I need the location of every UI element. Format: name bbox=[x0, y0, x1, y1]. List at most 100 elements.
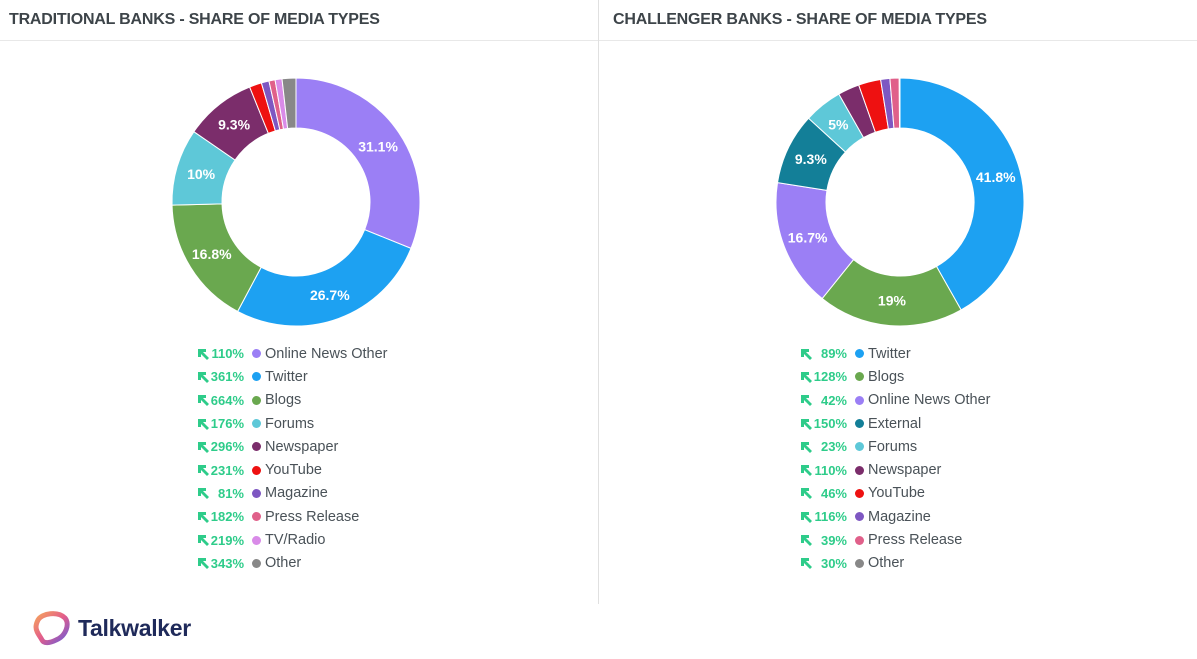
legend-item[interactable]: 219% TV/Radio bbox=[196, 528, 388, 551]
legend-change-value: 343% bbox=[210, 555, 244, 571]
legend-label: Press Release bbox=[868, 532, 963, 549]
donut-slice-online-news-other[interactable] bbox=[295, 77, 421, 250]
legend-change-value: 150% bbox=[813, 416, 847, 432]
arrow-up-left-icon bbox=[801, 488, 812, 500]
legend-change-value: 89% bbox=[820, 346, 847, 362]
legend-label: Magazine bbox=[265, 485, 328, 502]
legend-item[interactable]: 296% Newspaper bbox=[196, 435, 388, 458]
legend-change-value: 110% bbox=[814, 462, 847, 478]
legend-change-value: 46% bbox=[820, 485, 847, 501]
challenger-banks-panel: CHALLENGER BANKS - SHARE OF MEDIA TYPES … bbox=[599, 0, 1197, 604]
chart-legend: 89% Twitter 128% Blogs 42% Online News Other 1… bbox=[799, 342, 991, 575]
legend-color-dot bbox=[855, 512, 864, 522]
legend-item[interactable]: 46% YouTube bbox=[799, 482, 991, 505]
legend-color-dot bbox=[855, 419, 864, 429]
donut-chart-traditional: 31.1% 26.7% 16.8% 10% 9.3% bbox=[166, 72, 426, 332]
legend-item[interactable]: 89% Twitter bbox=[799, 342, 991, 365]
legend-color-dot bbox=[855, 442, 864, 452]
legend-item[interactable]: 182% Press Release bbox=[196, 505, 388, 528]
donut-slice-twitter[interactable] bbox=[236, 229, 412, 327]
legend-item[interactable]: 128% Blogs bbox=[799, 365, 991, 388]
legend-label: Forums bbox=[265, 415, 315, 432]
legend-item[interactable]: 110% Online News Other bbox=[196, 342, 388, 365]
legend-label: Online News Other bbox=[265, 345, 388, 362]
legend-color-dot bbox=[855, 465, 864, 475]
donut-chart-svg: 31.1% 26.7% 16.8% 10% 9.3% bbox=[171, 77, 421, 327]
legend-label: TV/Radio bbox=[265, 532, 326, 549]
slice-data-label: 41.8% bbox=[976, 169, 1016, 185]
legend-item[interactable]: 361% Twitter bbox=[196, 365, 388, 388]
legend-color-dot bbox=[252, 372, 261, 382]
arrow-up-left-icon bbox=[198, 348, 209, 360]
legend-item[interactable]: 231% YouTube bbox=[196, 458, 388, 481]
legend-label: Other bbox=[265, 555, 302, 572]
legend-item[interactable]: 116% Magazine bbox=[799, 505, 991, 528]
arrow-up-left-icon bbox=[801, 371, 812, 383]
legend-item[interactable]: 23% Forums bbox=[799, 435, 991, 458]
donut-slice-other[interactable] bbox=[898, 77, 901, 129]
donut-chart-challenger: 41.8% 19% 16.7% 9.3% 5% bbox=[770, 72, 1030, 332]
legend-label: YouTube bbox=[265, 462, 322, 479]
legend-color-dot bbox=[252, 349, 261, 359]
legend-label: Forums bbox=[868, 438, 918, 455]
legend-change-value: 110% bbox=[211, 346, 244, 362]
legend-label: Twitter bbox=[868, 345, 911, 362]
slice-data-label: 16.7% bbox=[788, 230, 828, 246]
slice-data-label: 9.3% bbox=[218, 117, 250, 133]
legend-change-value: 361% bbox=[210, 369, 244, 385]
donut-slice-twitter[interactable] bbox=[899, 77, 1025, 311]
legend-label: External bbox=[868, 415, 922, 432]
panel-header: CHALLENGER BANKS - SHARE OF MEDIA TYPES bbox=[599, 0, 1197, 41]
legend-change-value: 30% bbox=[820, 555, 847, 571]
arrow-up-left-icon bbox=[198, 488, 209, 500]
slice-data-label: 10% bbox=[187, 166, 216, 182]
arrow-up-left-icon bbox=[801, 441, 812, 453]
legend-label: Blogs bbox=[868, 368, 905, 385]
legend-item[interactable]: 343% Other bbox=[196, 552, 388, 575]
arrow-up-left-icon bbox=[198, 418, 209, 430]
legend-item[interactable]: 81% Magazine bbox=[196, 482, 388, 505]
panel-title: CHALLENGER BANKS - SHARE OF MEDIA TYPES bbox=[613, 11, 987, 28]
panel-header: TRADITIONAL BANKS - SHARE OF MEDIA TYPES bbox=[0, 0, 598, 41]
legend-color-dot bbox=[855, 488, 864, 498]
legend-color-dot bbox=[252, 419, 261, 429]
legend-label: Online News Other bbox=[868, 392, 991, 409]
legend-change-value: 116% bbox=[814, 509, 847, 525]
slice-data-label: 5% bbox=[828, 117, 849, 133]
footer-logo: Talkwalker bbox=[32, 608, 191, 648]
legend-change-value: 23% bbox=[820, 439, 847, 455]
arrow-up-left-icon bbox=[801, 535, 812, 547]
arrow-up-left-icon bbox=[801, 418, 812, 430]
legend-item[interactable]: 664% Blogs bbox=[196, 389, 388, 412]
chart-legend: 110% Online News Other 361% Twitter 664% Blog… bbox=[196, 342, 388, 575]
slice-data-label: 9.3% bbox=[795, 151, 827, 167]
talkwalker-logo-icon bbox=[33, 611, 70, 646]
arrow-up-left-icon bbox=[198, 371, 209, 383]
arrow-up-left-icon bbox=[801, 465, 812, 477]
donut-slice-other[interactable] bbox=[281, 77, 297, 130]
legend-change-value: 81% bbox=[217, 485, 244, 501]
legend-label: Newspaper bbox=[265, 438, 339, 455]
legend-item[interactable]: 42% Online News Other bbox=[799, 389, 991, 412]
arrow-up-left-icon bbox=[198, 511, 209, 523]
legend-label: Blogs bbox=[265, 392, 302, 409]
legend-change-value: 182% bbox=[210, 509, 244, 525]
arrow-up-left-icon bbox=[198, 558, 209, 570]
legend-label: Twitter bbox=[265, 368, 308, 385]
legend-item[interactable]: 30% Other bbox=[799, 552, 991, 575]
legend-color-dot bbox=[252, 512, 261, 522]
legend-color-dot bbox=[855, 349, 864, 359]
arrow-up-left-icon bbox=[801, 348, 812, 360]
legend-label: Magazine bbox=[868, 508, 931, 525]
legend-label: YouTube bbox=[868, 485, 925, 502]
legend-color-dot bbox=[855, 558, 864, 568]
legend-item[interactable]: 39% Press Release bbox=[799, 528, 991, 551]
legend-item[interactable]: 150% External bbox=[799, 412, 991, 435]
arrow-up-left-icon bbox=[198, 441, 209, 453]
panel-divider bbox=[598, 0, 599, 604]
legend-color-dot bbox=[252, 465, 261, 475]
legend-item[interactable]: 110% Newspaper bbox=[799, 458, 991, 481]
legend-label: Other bbox=[868, 555, 905, 572]
traditional-banks-panel: TRADITIONAL BANKS - SHARE OF MEDIA TYPES… bbox=[0, 0, 598, 604]
legend-item[interactable]: 176% Forums bbox=[196, 412, 388, 435]
